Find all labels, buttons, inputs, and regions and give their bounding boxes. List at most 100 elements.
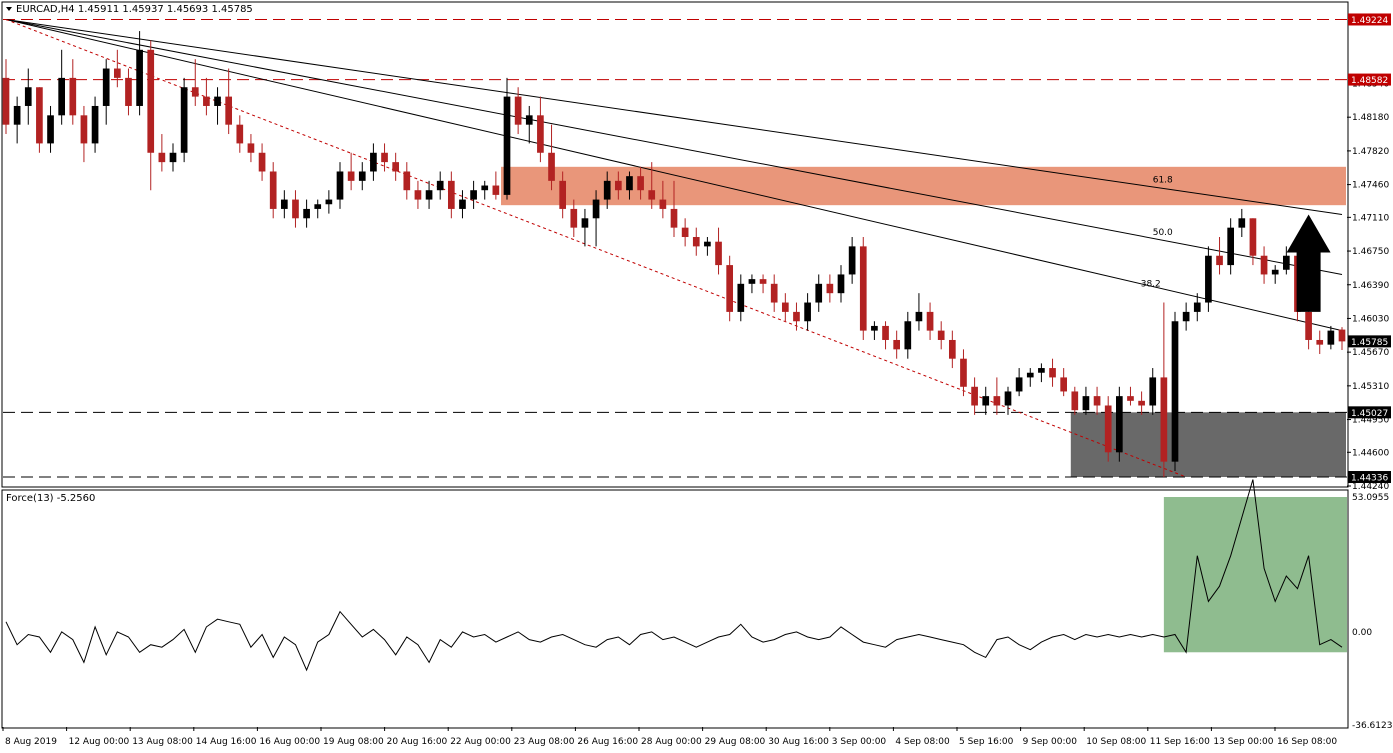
fib-level-label: 38.2 bbox=[1141, 279, 1161, 289]
price-level-tag-label: 1.45785 bbox=[1351, 338, 1388, 348]
candle bbox=[292, 190, 299, 228]
candle-body bbox=[314, 204, 322, 209]
candle bbox=[158, 134, 166, 172]
candle-body bbox=[447, 180, 455, 209]
candle bbox=[470, 180, 477, 209]
candle bbox=[781, 293, 789, 322]
candle bbox=[793, 302, 800, 331]
force-tick-label: 53.0955 bbox=[1352, 493, 1389, 503]
price-level-tag-label: 1.48582 bbox=[1351, 76, 1388, 86]
time-tick-label: 3 Sep 00:00 bbox=[832, 737, 887, 747]
candle-body bbox=[614, 180, 622, 191]
candle bbox=[926, 302, 934, 340]
candle bbox=[1182, 302, 1190, 331]
candle-body bbox=[1015, 377, 1023, 392]
force-layer bbox=[5, 479, 1347, 672]
fib-level-label: 50.0 bbox=[1153, 228, 1173, 238]
candle bbox=[1004, 386, 1012, 415]
time-tick-label: 8 Aug 2019 bbox=[5, 737, 57, 747]
candle-body bbox=[926, 311, 934, 331]
candle-body bbox=[648, 190, 656, 200]
candle bbox=[715, 227, 722, 275]
candle-body bbox=[637, 176, 644, 191]
candle-body bbox=[1260, 255, 1268, 275]
candle bbox=[392, 152, 400, 181]
candle bbox=[1138, 391, 1145, 415]
candle bbox=[948, 330, 956, 369]
candle-body bbox=[804, 302, 811, 322]
price-tick-label: 1.46390 bbox=[1352, 281, 1389, 291]
candle-body bbox=[136, 49, 143, 106]
candle-body bbox=[1104, 405, 1112, 453]
candle bbox=[1127, 386, 1134, 406]
candle bbox=[915, 293, 923, 331]
candle bbox=[113, 49, 121, 88]
time-tick-label: 4 Sep 08:00 bbox=[895, 737, 950, 747]
candle bbox=[1327, 325, 1335, 350]
candle bbox=[147, 40, 155, 191]
price-tick-label: 1.45670 bbox=[1352, 348, 1389, 358]
time-tick-label: 30 Aug 16:00 bbox=[768, 737, 829, 747]
price-axis: 1.48180 1.47820 1.47460 1.47110 1.46750 1.463… bbox=[1347, 13, 1391, 492]
candle-body bbox=[1193, 302, 1201, 312]
candle-body bbox=[915, 311, 923, 322]
candle bbox=[180, 77, 188, 163]
candle bbox=[258, 143, 266, 181]
candle-body bbox=[470, 190, 477, 200]
candle bbox=[1193, 293, 1201, 322]
candle bbox=[537, 96, 544, 163]
candle bbox=[904, 311, 912, 359]
price-tick-label: 1.46750 bbox=[1352, 247, 1389, 257]
candle-body bbox=[1205, 255, 1212, 303]
candle-body bbox=[1249, 218, 1257, 256]
candle bbox=[381, 143, 388, 172]
candle bbox=[1093, 386, 1101, 415]
candle-body bbox=[91, 105, 99, 144]
candle-body bbox=[36, 87, 43, 144]
candle bbox=[102, 59, 110, 125]
candle-body bbox=[1327, 330, 1335, 345]
candle-body bbox=[559, 180, 567, 209]
candle-body bbox=[392, 162, 400, 172]
candle bbox=[1104, 396, 1112, 462]
price-tick-label: 1.44950 bbox=[1352, 416, 1389, 426]
price-tick-label: 1.46030 bbox=[1352, 314, 1389, 324]
main-panel-frame bbox=[1, 1, 1349, 488]
candle bbox=[1171, 311, 1179, 472]
candle bbox=[125, 68, 132, 116]
candle-body bbox=[781, 302, 789, 312]
candle-body bbox=[793, 311, 800, 322]
candle bbox=[58, 49, 66, 125]
candle bbox=[91, 96, 99, 153]
candle-body bbox=[1026, 372, 1034, 378]
time-tick-label: 20 Aug 16:00 bbox=[387, 737, 448, 747]
candle bbox=[670, 180, 678, 238]
candle-body bbox=[436, 180, 444, 191]
candle-body bbox=[414, 190, 422, 200]
candle bbox=[403, 162, 411, 200]
arrow-layer bbox=[1286, 214, 1331, 312]
price-level-tag-label: 1.45027 bbox=[1351, 409, 1388, 419]
candle-body bbox=[1127, 396, 1134, 401]
candle bbox=[436, 171, 444, 200]
candle-body bbox=[770, 283, 778, 303]
candle-body bbox=[280, 199, 288, 209]
chart-title: EURCAD,H4 1.45911 1.45937 1.45693 1.4578… bbox=[16, 4, 253, 15]
candle bbox=[659, 180, 667, 219]
price-tick-label: 1.47460 bbox=[1352, 181, 1389, 191]
candle-body bbox=[1227, 227, 1235, 266]
candle-body bbox=[848, 246, 856, 275]
candle bbox=[2, 59, 10, 135]
candle-body bbox=[826, 283, 834, 294]
candle bbox=[514, 87, 522, 135]
candle bbox=[826, 274, 834, 303]
candle-body bbox=[481, 185, 489, 191]
candle bbox=[982, 386, 990, 415]
candle bbox=[726, 255, 734, 322]
candle bbox=[225, 68, 233, 135]
candle bbox=[1316, 330, 1324, 355]
candle bbox=[837, 265, 845, 303]
indicator-title: Force(13) -5.2560 bbox=[6, 493, 95, 504]
fib-labels-layer: 61.8 50.0 38.2 bbox=[1141, 175, 1173, 289]
